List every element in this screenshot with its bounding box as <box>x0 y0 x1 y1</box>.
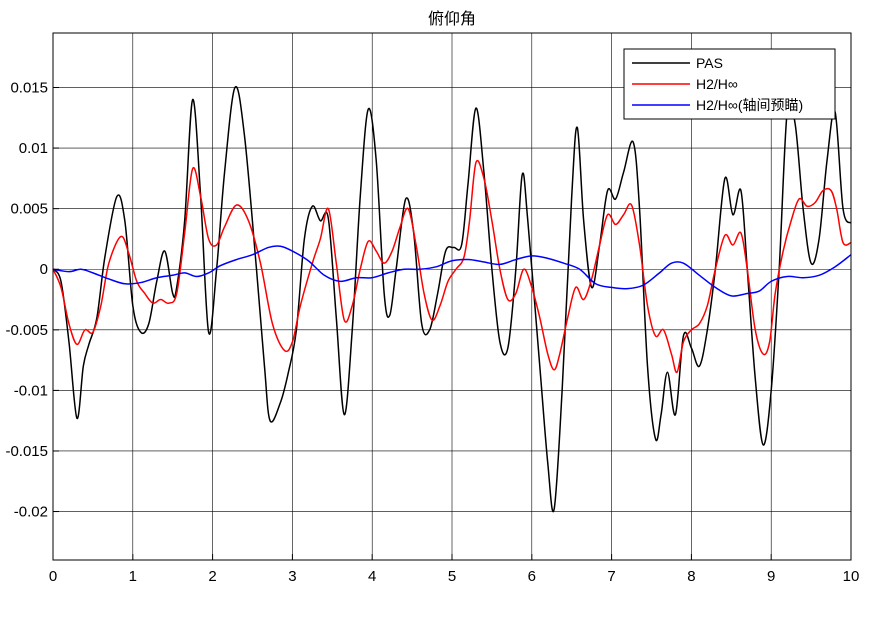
legend-entry-h2-hinf-preview: H2/H∞(轴间预瞄) <box>696 97 803 113</box>
x-tick-label: 3 <box>288 568 296 585</box>
legend-entry-h2-hinf: H2/H∞ <box>696 76 738 92</box>
x-tick-label: 10 <box>843 568 860 585</box>
y-tick-label: 0 <box>40 261 48 278</box>
h2-hinf-preview-series-line <box>52 245 852 297</box>
x-tick-label: 6 <box>528 568 536 585</box>
x-tick-label: 7 <box>607 568 615 585</box>
x-tick-label: 5 <box>448 568 456 585</box>
x-tick-label: 2 <box>208 568 216 585</box>
legend-entry-pas: PAS <box>696 55 723 71</box>
legend: PAS H2/H∞ H2/H∞(轴间预瞄) <box>623 48 836 120</box>
series-lines <box>52 85 852 513</box>
y-tick-label: -0.02 <box>14 504 48 521</box>
y-tick-label: 0.01 <box>19 140 48 157</box>
y-tick-label: -0.015 <box>5 443 48 460</box>
pas-series-line <box>52 85 852 513</box>
x-tick-label: 4 <box>368 568 376 585</box>
y-tick-label: 0.005 <box>10 201 48 218</box>
y-tick-label: 0.015 <box>10 80 48 97</box>
y-tick-label: -0.01 <box>14 382 48 399</box>
axis-ticks: 0 1 2 3 4 5 6 7 8 9 10 0.015 0.01 0.005 0 -0.005 -0.01 -0… <box>5 80 859 585</box>
chart-title: 俯仰角 <box>428 9 476 28</box>
h2-hinf-series-line <box>52 159 852 374</box>
x-tick-label: 8 <box>687 568 695 585</box>
y-tick-label: -0.005 <box>5 322 48 339</box>
x-tick-label: 1 <box>129 568 137 585</box>
x-tick-label: 9 <box>767 568 775 585</box>
x-tick-label: 0 <box>49 568 57 585</box>
